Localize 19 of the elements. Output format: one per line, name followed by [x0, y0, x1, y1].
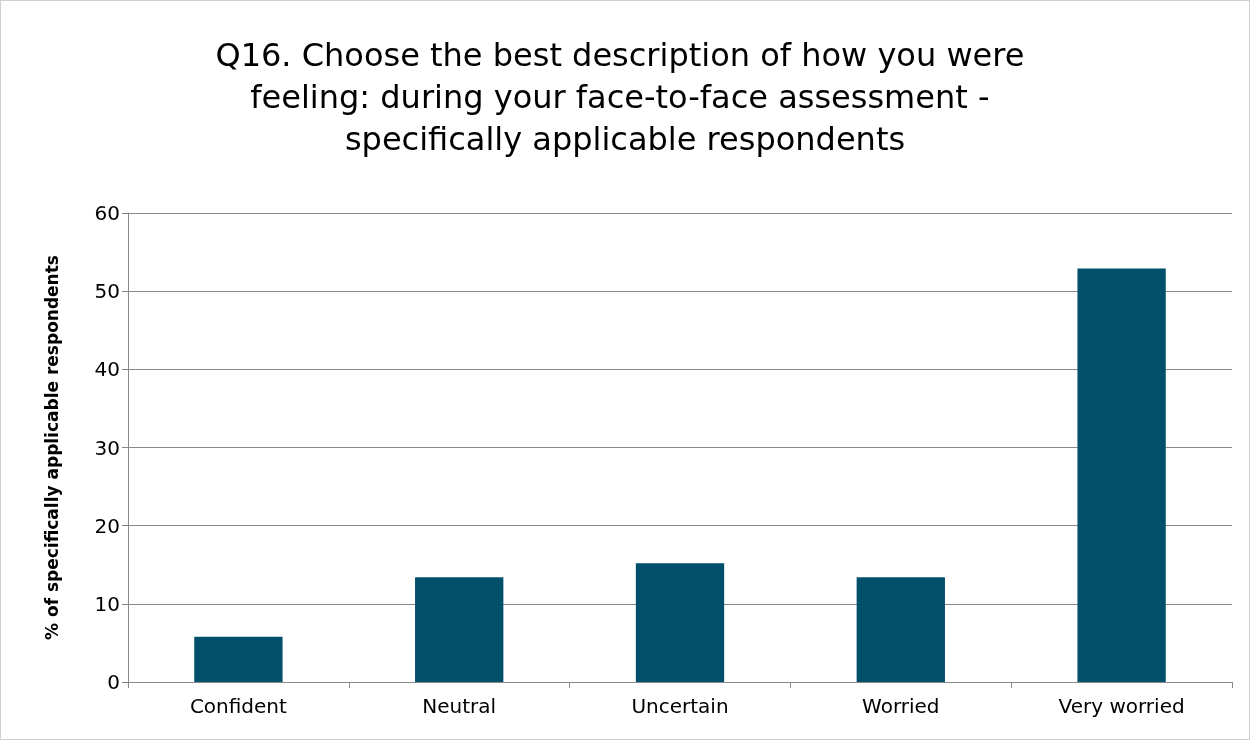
y-tick-label: 10	[94, 591, 120, 616]
x-tick-label: Confident	[189, 694, 288, 718]
y-tick-label: 50	[94, 279, 120, 304]
y-axis-title: % of specifically applicable respondents	[41, 255, 62, 640]
y-tick-label: 20	[94, 513, 120, 538]
x-tick-label: Worried	[862, 694, 940, 718]
y-tick-label: 0	[107, 670, 120, 694]
x-tick-label: Very worried	[1058, 694, 1185, 718]
bar	[856, 577, 945, 682]
bar	[1077, 268, 1166, 682]
y-tick-label: 40	[94, 357, 120, 382]
bar	[194, 636, 283, 682]
x-tick-label: Neutral	[422, 694, 497, 718]
bar	[415, 577, 504, 682]
y-tick-label: 30	[94, 435, 120, 460]
x-tick-label: Uncertain	[631, 694, 729, 718]
bar	[635, 563, 725, 682]
chart-title: Q16. Choose the best description of how you were feeling: during your face-to-face assessment - specifically applicable respondents	[215, 36, 1035, 158]
y-tick-label: 60	[94, 201, 120, 225]
